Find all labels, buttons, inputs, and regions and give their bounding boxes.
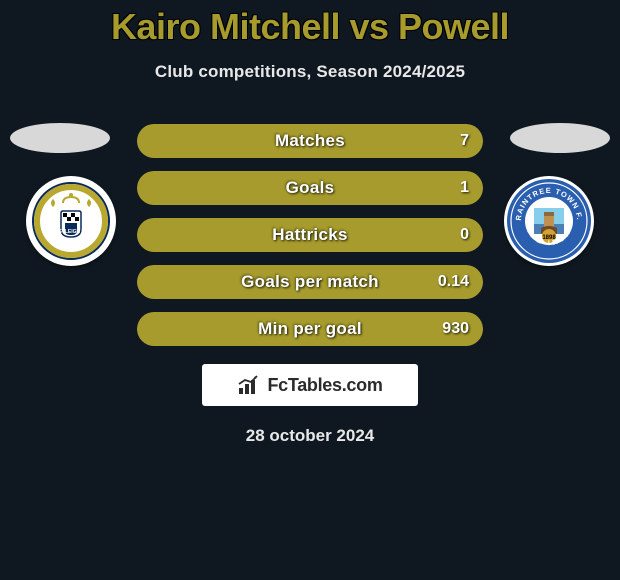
stat-row: Goals per match 0.14 [137,265,483,299]
player-right-silhouette [510,123,610,153]
page-title: Kairo Mitchell vs Powell [0,6,620,48]
brand-box[interactable]: FcTables.com [202,364,418,406]
eastleigh-badge-icon: EASTLEIGH F.C. [31,181,111,261]
stat-row: Min per goal 930 [137,312,483,346]
braintree-badge-icon: 1898 BRAINTREE TOWN F.C THE IRON [506,178,592,264]
date-text: 28 october 2024 [0,426,620,446]
brand-text: FcTables.com [267,375,382,396]
stat-row: Matches 7 [137,124,483,158]
club-badge-left: EASTLEIGH F.C. [26,176,116,266]
stat-label: Matches [275,131,345,151]
stat-value-right: 7 [460,132,469,150]
subtitle: Club competitions, Season 2024/2025 [0,62,620,82]
player-left-silhouette [10,123,110,153]
stat-label: Goals per match [241,272,379,292]
chart-icon [237,374,261,396]
stat-value-right: 930 [442,320,469,338]
stat-label: Hattricks [272,225,347,245]
stat-row: Goals 1 [137,171,483,205]
club-badge-right: 1898 BRAINTREE TOWN F.C THE IRON [504,176,594,266]
stat-label: Goals [286,178,335,198]
svg-text:EASTLEIGH F.C.: EASTLEIGH F.C. [52,229,92,235]
stat-value-right: 0.14 [438,273,469,291]
stat-label: Min per goal [258,319,362,339]
stat-value-right: 0 [460,226,469,244]
stat-row: Hattricks 0 [137,218,483,252]
stat-value-right: 1 [460,179,469,197]
